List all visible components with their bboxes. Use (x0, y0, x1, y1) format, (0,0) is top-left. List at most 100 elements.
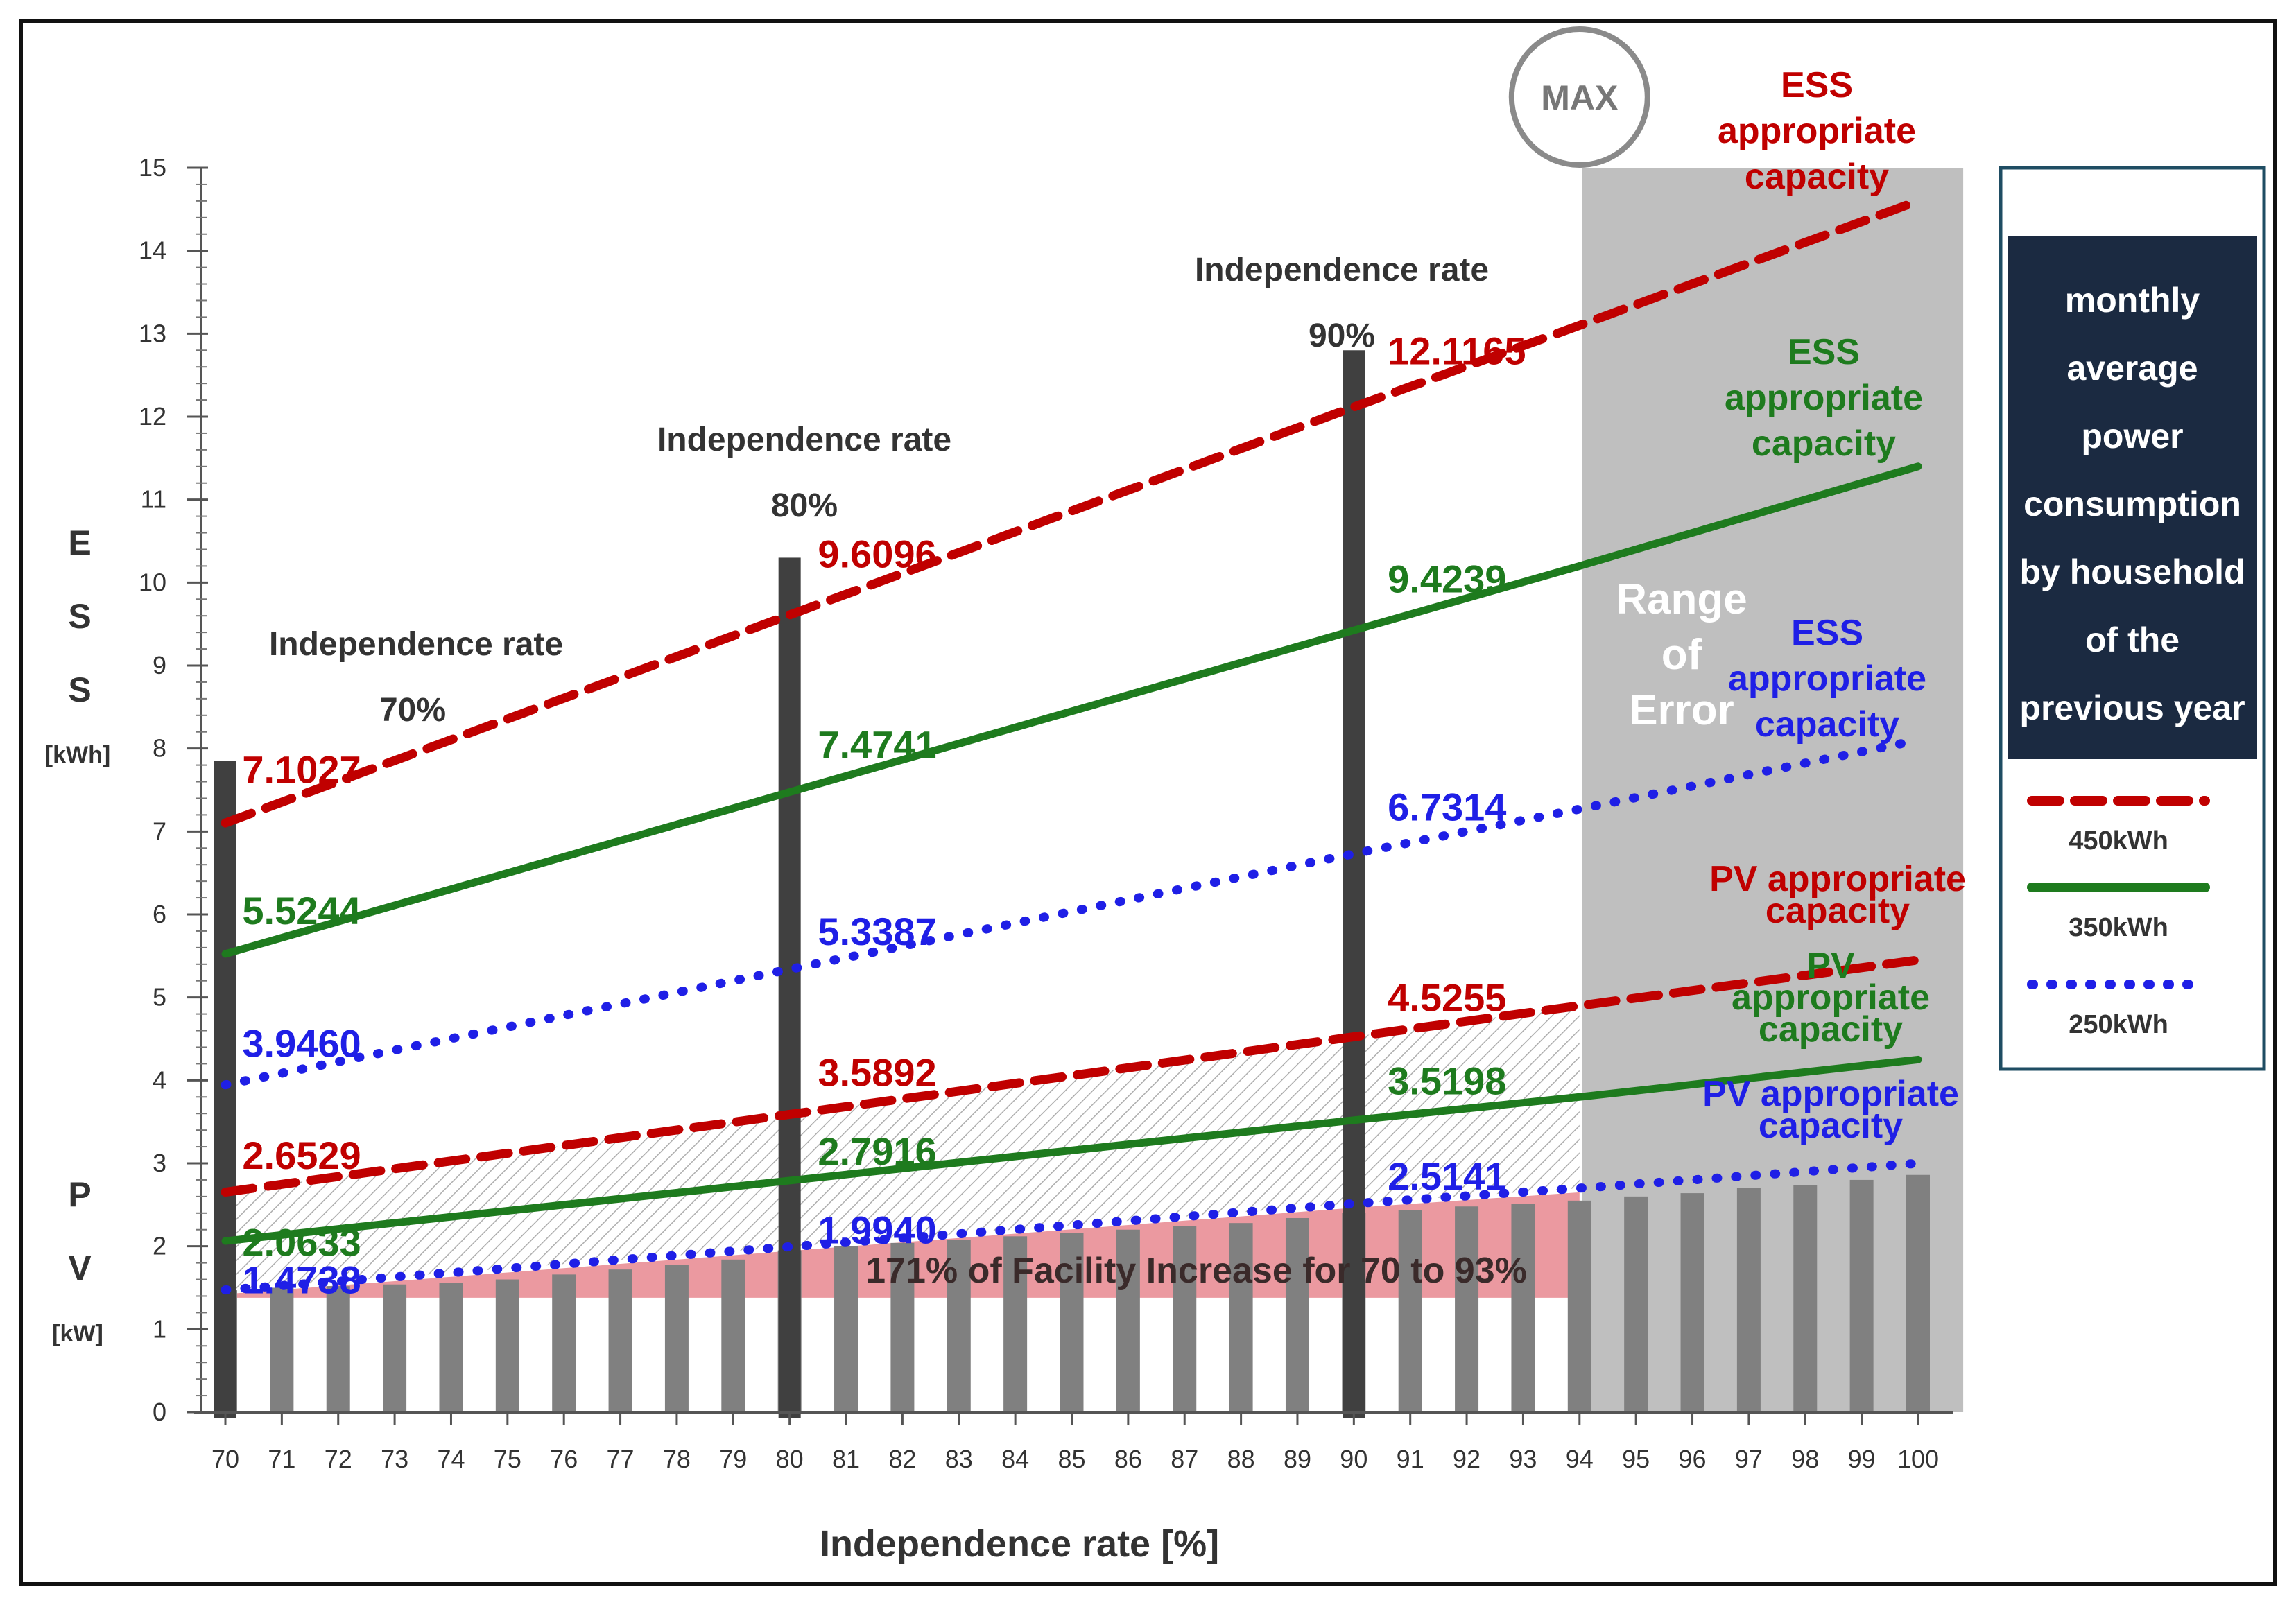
y-tick-label-5: 5 (153, 983, 166, 1011)
bar-71 (270, 1287, 294, 1412)
marker-bar-70 (214, 761, 236, 1418)
y-tick-label-2: 2 (153, 1232, 166, 1260)
x-tick-label-95: 95 (1622, 1445, 1650, 1473)
y-tick-label-13: 13 (139, 319, 166, 347)
series-line-5 (221, 1158, 1923, 1295)
bar-88 (1229, 1223, 1253, 1412)
series-line-2 (221, 736, 1923, 1090)
bar-91 (1398, 1210, 1422, 1412)
bar-77 (608, 1269, 632, 1412)
marker-title-70: Independence rate (269, 626, 563, 663)
side-annotation-3: PV appropriate (1709, 859, 1966, 899)
x-tick-label-80: 80 (776, 1445, 804, 1473)
legend-title-box (2008, 236, 2257, 759)
value-label: 2.0633 (242, 1221, 361, 1265)
bar-75 (495, 1279, 519, 1412)
y-tick-label-3: 3 (153, 1149, 166, 1177)
y-tick-label-1: 1 (153, 1314, 166, 1343)
bar-84 (1003, 1236, 1028, 1412)
bar-93 (1511, 1204, 1535, 1412)
x-tick-label-87: 87 (1171, 1445, 1198, 1473)
marker-title-90: Independence rate (1195, 252, 1489, 288)
value-label: 9.4239 (1388, 557, 1506, 600)
x-tick-label-72: 72 (325, 1445, 352, 1473)
value-label: 3.9460 (242, 1021, 361, 1065)
bar-72 (326, 1286, 350, 1412)
legend-title-line: previous year (2019, 688, 2245, 727)
max-label: MAX (1541, 78, 1618, 117)
x-tick-label-91: 91 (1397, 1445, 1424, 1473)
ess-axis-letter: S (68, 597, 91, 636)
x-tick-label-89: 89 (1284, 1445, 1311, 1473)
error-region-label: Range (1616, 575, 1747, 623)
bar-85 (1060, 1233, 1084, 1412)
label-layer: Independence rate 70% Independence rate 80%… (242, 26, 1966, 1302)
legend-entry-1: 350kWh (2069, 913, 2168, 942)
bar-95 (1624, 1196, 1648, 1412)
y-tick-label-8: 8 (153, 734, 166, 763)
series-line-0 (221, 196, 1923, 828)
side-annotation-4: PV (1806, 946, 1855, 986)
value-label: 1.9940 (818, 1208, 936, 1252)
x-tick-label-90: 90 (1340, 1445, 1367, 1473)
x-tick-label-73: 73 (381, 1445, 408, 1473)
ess-axis-letter: S (68, 670, 91, 709)
x-tick-label-81: 81 (832, 1445, 860, 1473)
marker-pct-90: 90% (1309, 318, 1375, 354)
x-tick-label-70: 70 (212, 1445, 239, 1473)
y-tick-label-6: 6 (153, 900, 166, 928)
value-label: 3.5892 (818, 1050, 936, 1094)
bar-100 (1906, 1174, 1930, 1412)
value-label: 7.4741 (818, 723, 936, 767)
side-annotation-1: capacity (1752, 424, 1896, 464)
y-tick-label-15: 15 (139, 153, 166, 182)
legend-title-line: power (2081, 417, 2183, 455)
value-label: 5.3387 (818, 910, 936, 953)
x-tick-label-77: 77 (607, 1445, 635, 1473)
x-tick-label-94: 94 (1566, 1445, 1594, 1473)
x-tick-label-99: 99 (1848, 1445, 1876, 1473)
marker-bar-80 (778, 557, 801, 1418)
side-annotation-2: capacity (1755, 704, 1899, 745)
x-tick-label-100: 100 (1897, 1445, 1939, 1473)
y-tick-label-4: 4 (153, 1066, 166, 1094)
value-label: 1.4738 (242, 1258, 361, 1302)
marker-title-80: Independence rate (657, 422, 951, 458)
ess-axis-unit: [kWh] (45, 742, 110, 768)
side-annotation-2: ESS (1791, 613, 1863, 653)
side-annotation-0: appropriate (1718, 111, 1916, 151)
bar-98 (1793, 1185, 1818, 1412)
value-label: 2.5141 (1388, 1154, 1506, 1198)
bar-82 (890, 1242, 915, 1412)
x-tick-label-96: 96 (1679, 1445, 1707, 1473)
error-region-label: of (1661, 631, 1702, 679)
bar-97 (1736, 1188, 1761, 1412)
legend: monthly average power consumption by househo… (1999, 166, 2266, 1071)
side-annotation-0: ESS (1781, 65, 1853, 105)
side-annotation-3: capacity (1766, 891, 1910, 931)
y-tick-label-7: 7 (153, 817, 166, 845)
marker-bar-90 (1343, 350, 1365, 1418)
x-tick-label-71: 71 (268, 1445, 295, 1473)
legend-title-line: average (2066, 349, 2198, 388)
bar-74 (439, 1283, 463, 1412)
bar-92 (1455, 1206, 1479, 1412)
max-circle (1508, 26, 1650, 168)
side-annotation-1: appropriate (1725, 378, 1923, 418)
error-region-label: Error (1629, 686, 1734, 734)
side-annotation-5: capacity (1759, 1106, 1903, 1146)
value-label: 4.5255 (1388, 976, 1506, 1020)
legend-title-line: consumption (2023, 485, 2241, 523)
side-annotation-0: capacity (1745, 157, 1889, 197)
facility-increase-label: 171% of Facility Increase for 70 to 93% (865, 1251, 1527, 1291)
x-tick-label-78: 78 (663, 1445, 691, 1473)
bar-87 (1173, 1226, 1197, 1412)
value-label: 2.7916 (818, 1129, 936, 1173)
legend-entry-2: 250kWh (2069, 1010, 2168, 1039)
series-line-1 (221, 462, 1922, 958)
x-tick-label-86: 86 (1114, 1445, 1142, 1473)
series-line-3 (221, 955, 1923, 1197)
side-annotation-4: capacity (1759, 1009, 1903, 1050)
side-annotation-1: ESS (1788, 332, 1860, 372)
x-tick-label-79: 79 (719, 1445, 747, 1473)
